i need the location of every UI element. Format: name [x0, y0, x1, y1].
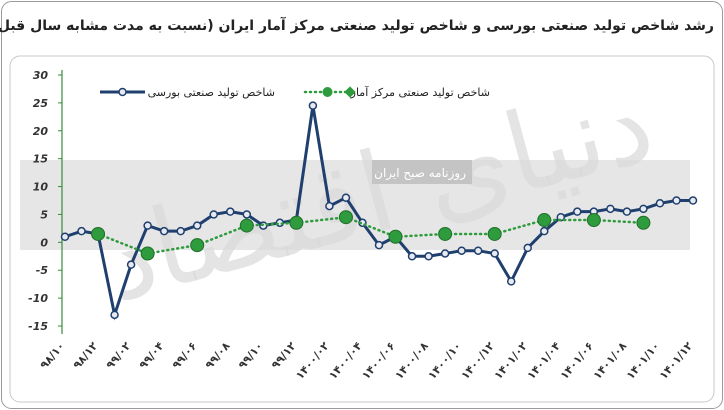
- y-tick-label: -10: [28, 292, 48, 305]
- x-tick-label: ۱۴۰۱/۰۴: [525, 339, 564, 382]
- marker: [239, 218, 254, 233]
- marker: [60, 232, 70, 242]
- series-line-segment: [195, 224, 249, 247]
- marker: [192, 221, 202, 230]
- y-tick-label: 30: [33, 69, 49, 82]
- marker: [143, 221, 152, 230]
- x-tick-label: ۱۴۰۰/۰۴: [326, 339, 365, 382]
- marker: [537, 213, 552, 228]
- x-tick-label: ۱۴۰۰/۰۲: [293, 339, 332, 382]
- legend-marker: [322, 87, 333, 97]
- marker: [388, 229, 403, 244]
- x-tick-label: ۱۴۰۰/۰۸: [392, 339, 431, 382]
- x-tick-label: ۹۹/۱۰: [236, 340, 266, 372]
- x-tick-label: ۱۴۰۰/۱۲: [459, 339, 498, 382]
- marker: [636, 215, 651, 230]
- x-tick-label: ۹۸/۱۰: [37, 340, 67, 372]
- series-line-segment: [394, 232, 447, 239]
- marker: [209, 210, 218, 219]
- marker: [506, 277, 516, 286]
- x-tick-label: ۱۴۰۱/۱۲: [657, 339, 696, 382]
- marker: [606, 204, 615, 214]
- marker: [438, 226, 453, 241]
- chart-title: رشد شاخص تولید صنعتی بورسی و شاخص تولید …: [0, 18, 714, 34]
- marker: [639, 204, 648, 214]
- marker: [487, 226, 502, 241]
- marker: [688, 196, 698, 205]
- x-tick-label: ۱۴۰۰/۱۰: [425, 340, 463, 382]
- legend-marker: [118, 87, 127, 97]
- series-line-segment: [96, 232, 149, 255]
- marker: [289, 215, 304, 230]
- marker: [622, 207, 632, 216]
- marker: [140, 246, 155, 261]
- marker: [341, 193, 351, 202]
- marker: [573, 207, 582, 216]
- marker: [490, 249, 499, 258]
- x-tick-label: ۹۹/۰۶: [170, 340, 200, 372]
- x-tick-label: ۱۴۰۱/۰۶: [558, 340, 596, 382]
- marker: [586, 213, 601, 228]
- marker: [190, 238, 205, 253]
- marker: [407, 252, 417, 261]
- background-band: [20, 160, 690, 250]
- series-line-segment: [344, 215, 397, 239]
- legend-label: شاخص تولید صنعتی بورسی: [148, 86, 275, 99]
- marker: [424, 252, 433, 261]
- x-tick-label: ۹۹/۰۲: [104, 339, 134, 371]
- marker: [374, 240, 384, 250]
- marker: [110, 310, 119, 320]
- x-tick-label: ۱۴۰۰/۰۶: [359, 340, 397, 382]
- marker: [338, 210, 353, 225]
- marker: [440, 249, 450, 258]
- y-tick-label: 0: [40, 236, 48, 249]
- marker: [77, 226, 86, 236]
- y-tick-label: 5: [40, 208, 48, 221]
- series-line-segment: [493, 218, 546, 236]
- series-line-segment: [146, 243, 199, 255]
- series-line-segment: [592, 218, 645, 225]
- y-tick-label: 10: [33, 181, 49, 194]
- y-tick-label: 20: [33, 125, 49, 138]
- marker: [457, 246, 466, 255]
- marker: [226, 207, 235, 216]
- marker: [242, 210, 252, 219]
- marker: [655, 199, 665, 208]
- x-tick-label: ۹۹/۰۴: [137, 339, 167, 371]
- marker: [473, 246, 483, 255]
- legend-label: شاخص تولید صنعتی مرکز آمار: [350, 85, 490, 99]
- marker: [159, 226, 169, 236]
- y-tick-label: 25: [33, 97, 49, 110]
- x-tick-label: ۱۴۰۱/۱۰: [624, 340, 662, 382]
- x-tick-label: ۹۹/۰۸: [203, 339, 233, 371]
- chart-frame: [9, 55, 715, 403]
- marker: [325, 201, 334, 211]
- marker: [126, 260, 136, 269]
- x-tick-label: ۱۴۰۱/۰۲: [492, 339, 531, 382]
- marker: [91, 226, 106, 241]
- y-tick-label: 15: [33, 153, 49, 166]
- marker: [176, 226, 185, 236]
- marker: [540, 226, 549, 236]
- annotation-box: [372, 160, 472, 184]
- y-tick-label: -15: [28, 320, 48, 333]
- marker: [523, 243, 532, 253]
- x-tick-label: ۹۸/۱۲: [71, 339, 101, 371]
- marker: [308, 101, 318, 110]
- annotation: روزنامه صبح ایران: [374, 166, 466, 181]
- x-tick-label: ۹۹/۱۲: [269, 339, 299, 371]
- series-line-segment: [245, 221, 298, 227]
- marker: [672, 196, 681, 205]
- y-tick-label: -5: [36, 264, 49, 277]
- x-tick-label: ۱۴۰۱/۰۸: [591, 339, 630, 382]
- series-line-segment: [295, 215, 348, 225]
